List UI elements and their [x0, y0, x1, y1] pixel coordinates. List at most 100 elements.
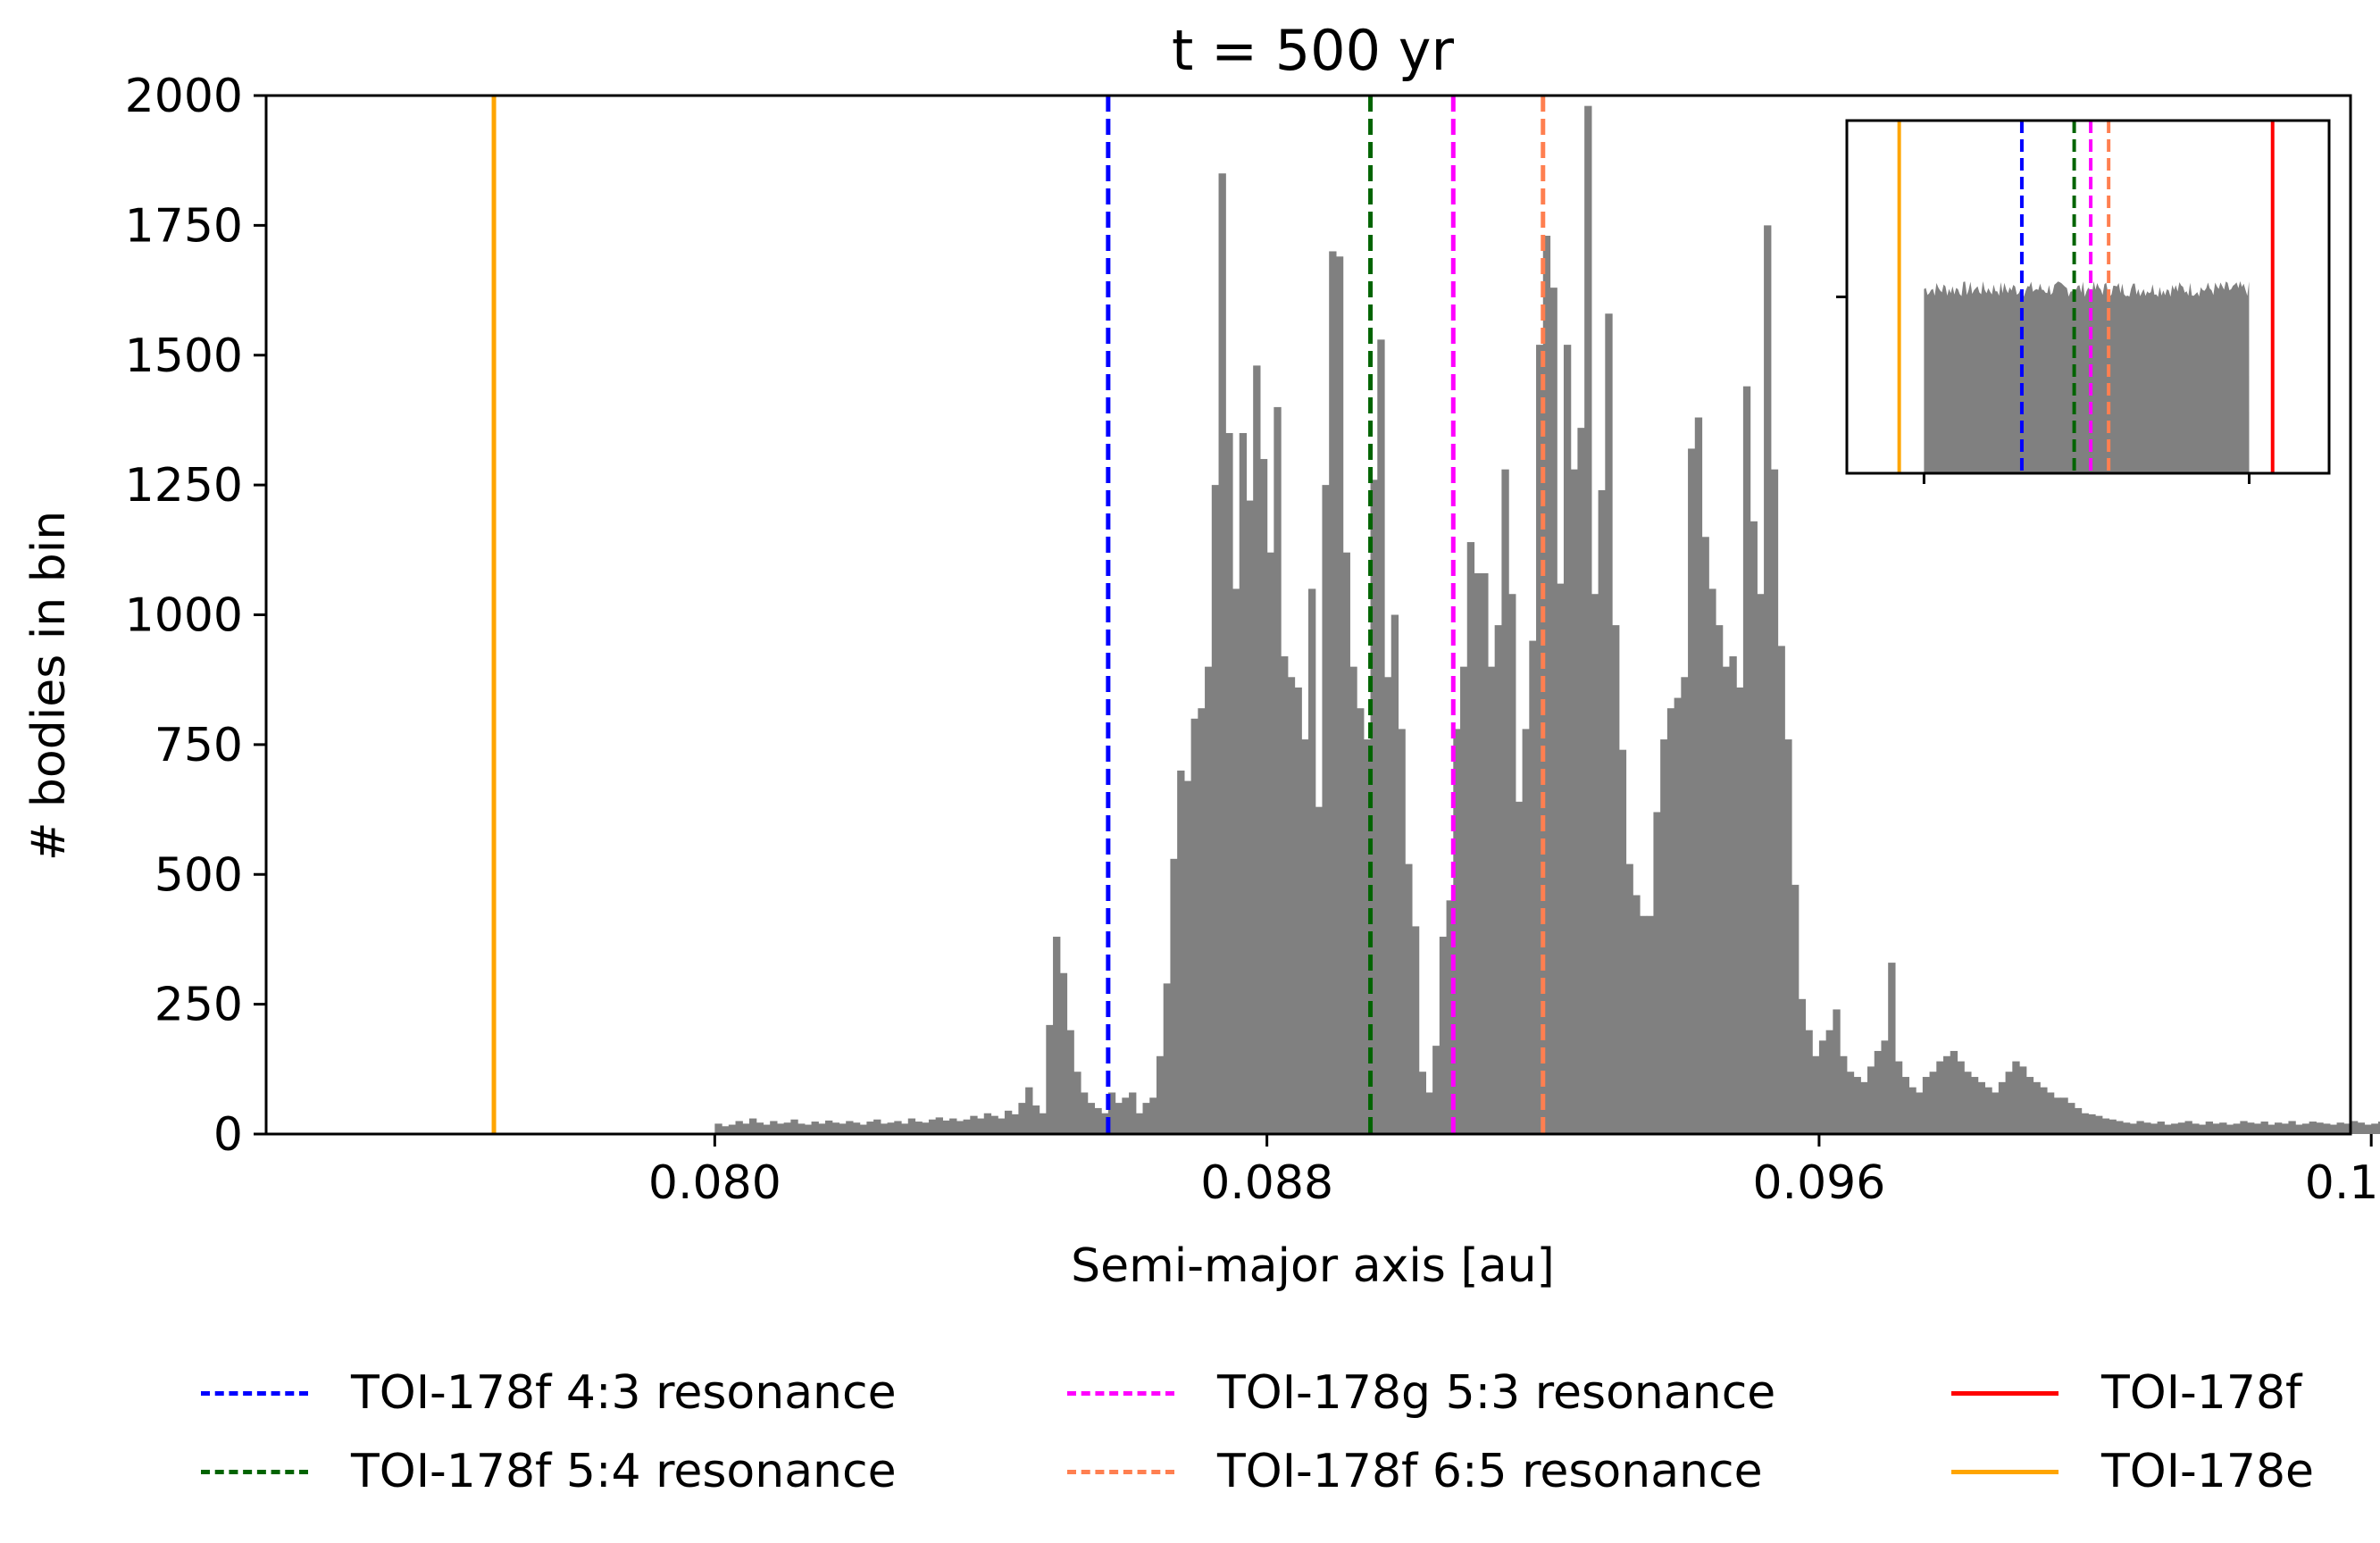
histogram-bar	[2184, 1121, 2192, 1134]
histogram-bar	[1453, 729, 1461, 1134]
histogram-bar	[2012, 1061, 2020, 1134]
histogram-bar	[1992, 1092, 2000, 1134]
legend-swatch-planet-e	[1951, 1469, 2058, 1474]
histogram-bar	[1936, 1061, 1944, 1134]
histogram-bar	[1198, 708, 1206, 1134]
histogram-bar	[1888, 963, 1896, 1134]
histogram-bar	[1970, 1077, 1979, 1134]
legend-swatch-planet-f	[1951, 1390, 2058, 1396]
histogram-bar	[798, 1123, 806, 1134]
histogram-bar	[1929, 1072, 1937, 1134]
histogram-bar	[2129, 1123, 2138, 1134]
histogram-bar	[963, 1119, 971, 1134]
histogram-bar	[1115, 1103, 1123, 1134]
histogram-bar	[1901, 1077, 1909, 1134]
x-tick-label: 0.088	[1200, 1156, 1333, 1210]
histogram-bar	[804, 1124, 813, 1134]
histogram-bar	[1998, 1081, 2007, 1134]
histogram-bar	[1791, 884, 1800, 1134]
histogram-bar	[2301, 1123, 2310, 1134]
histogram-bar	[1922, 1077, 1931, 1134]
histogram-bar	[1515, 801, 1524, 1134]
histogram-bar	[1190, 718, 1198, 1134]
histogram-bar	[1390, 614, 1399, 1134]
histogram-bar	[1281, 656, 1289, 1134]
x-tick-label: 0.096	[1752, 1156, 1885, 1210]
histogram-bar	[1957, 1061, 1965, 1134]
histogram-bar	[1218, 173, 1226, 1135]
histogram-bar	[1059, 972, 1068, 1134]
axis-ticks: 0 250 500 750 1000 1250 1500 1750 2000 0.080 0.088…	[125, 70, 2380, 1210]
histogram-bar	[1549, 288, 1557, 1134]
histogram-bar	[1025, 1087, 1033, 1134]
histogram-bar	[1425, 1092, 1433, 1134]
histogram-bar	[1529, 640, 1537, 1134]
histogram-bar	[1232, 588, 1240, 1134]
inset-panel	[1836, 119, 2331, 484]
histogram-bar	[1142, 1103, 1150, 1134]
histogram-bar	[2143, 1122, 2151, 1134]
histogram-bar	[722, 1126, 730, 1134]
histogram-bar	[1487, 666, 1496, 1134]
histogram-bar	[1722, 666, 1731, 1134]
histogram-bar	[1501, 469, 1509, 1134]
legend-item-planet-e: TOI-178e	[1951, 1436, 2314, 1507]
histogram-bar	[990, 1115, 998, 1134]
histogram-bar	[1439, 937, 1448, 1134]
histogram-bar	[949, 1118, 957, 1134]
histogram-bar	[1418, 1072, 1426, 1134]
histogram-bar	[714, 1123, 722, 1134]
histogram-bar	[1301, 739, 1309, 1134]
histogram-bar	[1094, 1107, 1102, 1134]
histogram-bar	[935, 1117, 943, 1134]
histogram-bar	[1377, 339, 1385, 1134]
histogram-bar	[2281, 1123, 2290, 1134]
histogram-bar	[1384, 677, 1392, 1134]
histogram-bar	[1004, 1110, 1013, 1134]
histogram-bar	[1446, 900, 1454, 1134]
histogram-bar	[983, 1113, 992, 1134]
histogram-bar	[2351, 1121, 2359, 1134]
histogram-bar	[1135, 1113, 1144, 1134]
histogram-bar	[1681, 677, 1689, 1134]
histogram-bar	[1777, 646, 1785, 1134]
histogram-bar	[1053, 937, 1061, 1134]
legend-swatch-f65	[1067, 1469, 1174, 1474]
histogram-bar	[907, 1118, 916, 1134]
histogram-bar	[1577, 428, 1585, 1134]
histogram-bar	[2329, 1124, 2338, 1134]
histogram-bar	[2177, 1122, 2186, 1134]
histogram-bar	[1846, 1072, 1855, 1134]
histogram-bar	[852, 1122, 861, 1134]
histogram-bar	[1259, 459, 1268, 1134]
histogram-bar	[880, 1123, 889, 1134]
histogram-bar	[922, 1122, 930, 1134]
legend-label-f65: TOI-178f 6:5 resonance	[1217, 1445, 1763, 1498]
histogram-bar	[1977, 1081, 1985, 1134]
histogram-bar	[1315, 806, 1324, 1134]
histogram-bar	[1750, 521, 1758, 1134]
histogram-bar	[2288, 1121, 2296, 1134]
histogram-bar	[1916, 1092, 1924, 1134]
histogram-bar	[2005, 1072, 2013, 1134]
histogram-bar	[2260, 1122, 2268, 1134]
legend-item-f43: TOI-178f 4:3 resonance	[201, 1357, 897, 1429]
histogram-bar	[1708, 588, 1716, 1134]
histogram-bar	[1770, 469, 1779, 1134]
histogram-bar	[1984, 1087, 1992, 1134]
y-tick-label: 250	[154, 979, 243, 1032]
histogram-bar	[2219, 1122, 2227, 1134]
histogram-bar	[1591, 594, 1599, 1134]
histogram-bar	[2171, 1123, 2179, 1134]
histogram-bar	[1964, 1072, 1972, 1134]
legend: TOI-178f 4:3 resonance TOI-178f 5:4 reso…	[201, 1357, 2380, 1518]
histogram-bar	[887, 1122, 895, 1134]
histogram-bar	[763, 1124, 771, 1134]
histogram-bar	[1784, 739, 1792, 1134]
histogram-bar	[1557, 583, 1565, 1134]
y-tick-label: 1000	[125, 589, 243, 643]
y-tick-label: 500	[154, 848, 243, 902]
histogram-bar	[1031, 1105, 1040, 1134]
histogram-bar	[1840, 1055, 1848, 1134]
histogram-bar	[1522, 729, 1530, 1134]
